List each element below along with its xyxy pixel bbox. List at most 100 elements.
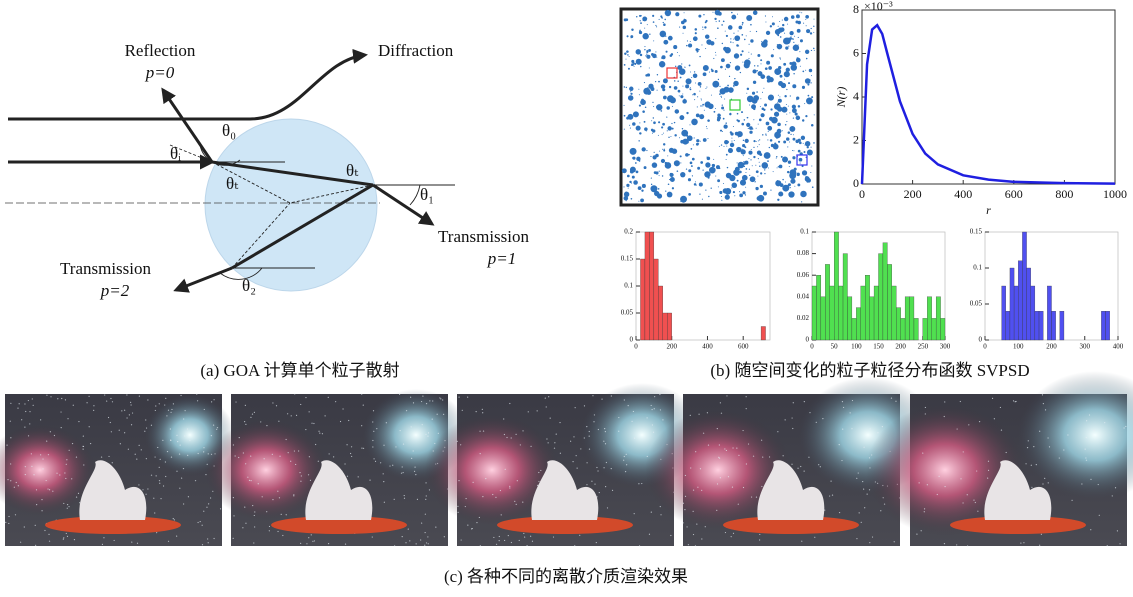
speck: [66, 533, 67, 534]
particle-dot: [683, 33, 684, 34]
particle-dot: [653, 106, 654, 107]
hist-bar: [1101, 311, 1105, 340]
speck: [634, 513, 635, 514]
speck: [31, 453, 32, 454]
particle-dot: [685, 67, 686, 68]
particle-dot: [707, 138, 708, 139]
speck: [293, 494, 294, 495]
particle-dot: [628, 188, 629, 189]
particle-dot: [793, 150, 794, 151]
speck: [340, 421, 341, 422]
particle-dot: [689, 65, 691, 67]
speck: [131, 541, 132, 542]
speck: [522, 502, 523, 503]
speck: [921, 530, 922, 531]
particle-dot: [772, 16, 773, 17]
speck: [662, 419, 663, 420]
particle-dot: [760, 172, 762, 174]
speck: [348, 420, 349, 421]
speck: [1042, 394, 1043, 395]
speck: [16, 482, 17, 483]
speck: [318, 431, 319, 432]
particle-dot: [626, 87, 627, 88]
speck: [574, 545, 575, 546]
speck: [305, 429, 306, 430]
x-tick-label: 0: [859, 187, 865, 201]
speck: [638, 483, 639, 484]
speck: [282, 535, 283, 536]
hist-bar: [923, 318, 927, 340]
particle-dot: [729, 175, 735, 181]
speck: [20, 542, 21, 543]
speck: [473, 482, 474, 483]
speck: [1015, 401, 1016, 402]
particle-dot: [812, 186, 814, 188]
particle-dot: [786, 114, 787, 115]
particle-dot: [752, 165, 753, 166]
speck: [626, 454, 627, 455]
speck: [432, 400, 433, 401]
speck: [476, 522, 477, 523]
speck: [54, 435, 55, 436]
speck: [1081, 483, 1082, 484]
hist-bar: [852, 318, 856, 340]
speck: [145, 494, 146, 495]
speck: [759, 534, 760, 535]
particle-dot: [737, 162, 738, 163]
particle-dot: [659, 19, 660, 20]
speck: [73, 405, 74, 406]
speck: [611, 395, 612, 396]
speck: [66, 464, 67, 465]
speck: [1104, 422, 1105, 423]
particle-dot: [758, 140, 759, 141]
particle-dot: [661, 84, 665, 88]
speck: [589, 449, 590, 450]
speck: [693, 534, 694, 535]
speck: [442, 399, 443, 400]
particle-dot: [699, 91, 700, 92]
particle-dot: [623, 186, 624, 187]
particle-dot: [628, 68, 630, 70]
speck: [347, 476, 348, 477]
speck: [462, 410, 463, 411]
speck: [67, 508, 68, 509]
speck: [254, 511, 255, 512]
label: θ₁: [420, 185, 434, 204]
speck: [328, 543, 329, 544]
particle-dot: [751, 54, 752, 55]
speck: [10, 421, 11, 422]
particle-dot: [715, 52, 716, 53]
speck: [79, 502, 80, 503]
speck: [176, 536, 177, 537]
speck: [401, 473, 402, 474]
particle-dot: [643, 88, 650, 95]
speck: [1047, 437, 1048, 438]
particle-dot: [679, 115, 684, 120]
speck: [944, 416, 945, 417]
speck: [309, 411, 310, 412]
particle-dot: [738, 31, 739, 32]
speck: [102, 544, 103, 545]
hist-bar: [856, 308, 860, 340]
particle-dot: [624, 115, 626, 117]
speck: [641, 483, 642, 484]
particle-dot: [696, 143, 699, 146]
particle-dot: [734, 195, 735, 196]
particle-dot: [719, 86, 720, 87]
speck: [78, 493, 79, 494]
speck: [499, 536, 500, 537]
speck: [142, 489, 143, 490]
particle-dot: [700, 105, 701, 106]
particle-dot: [739, 194, 743, 198]
particle-dot: [810, 32, 812, 34]
particle-dot: [753, 81, 756, 84]
speck: [171, 409, 172, 410]
particle-dot: [715, 108, 716, 109]
particle-dot: [714, 18, 716, 20]
particle-dot: [627, 54, 629, 56]
particle-dot: [753, 147, 754, 148]
particle-dot: [639, 15, 641, 17]
particle-dot: [731, 141, 732, 142]
particle-dot: [750, 39, 753, 42]
speck: [233, 444, 234, 445]
